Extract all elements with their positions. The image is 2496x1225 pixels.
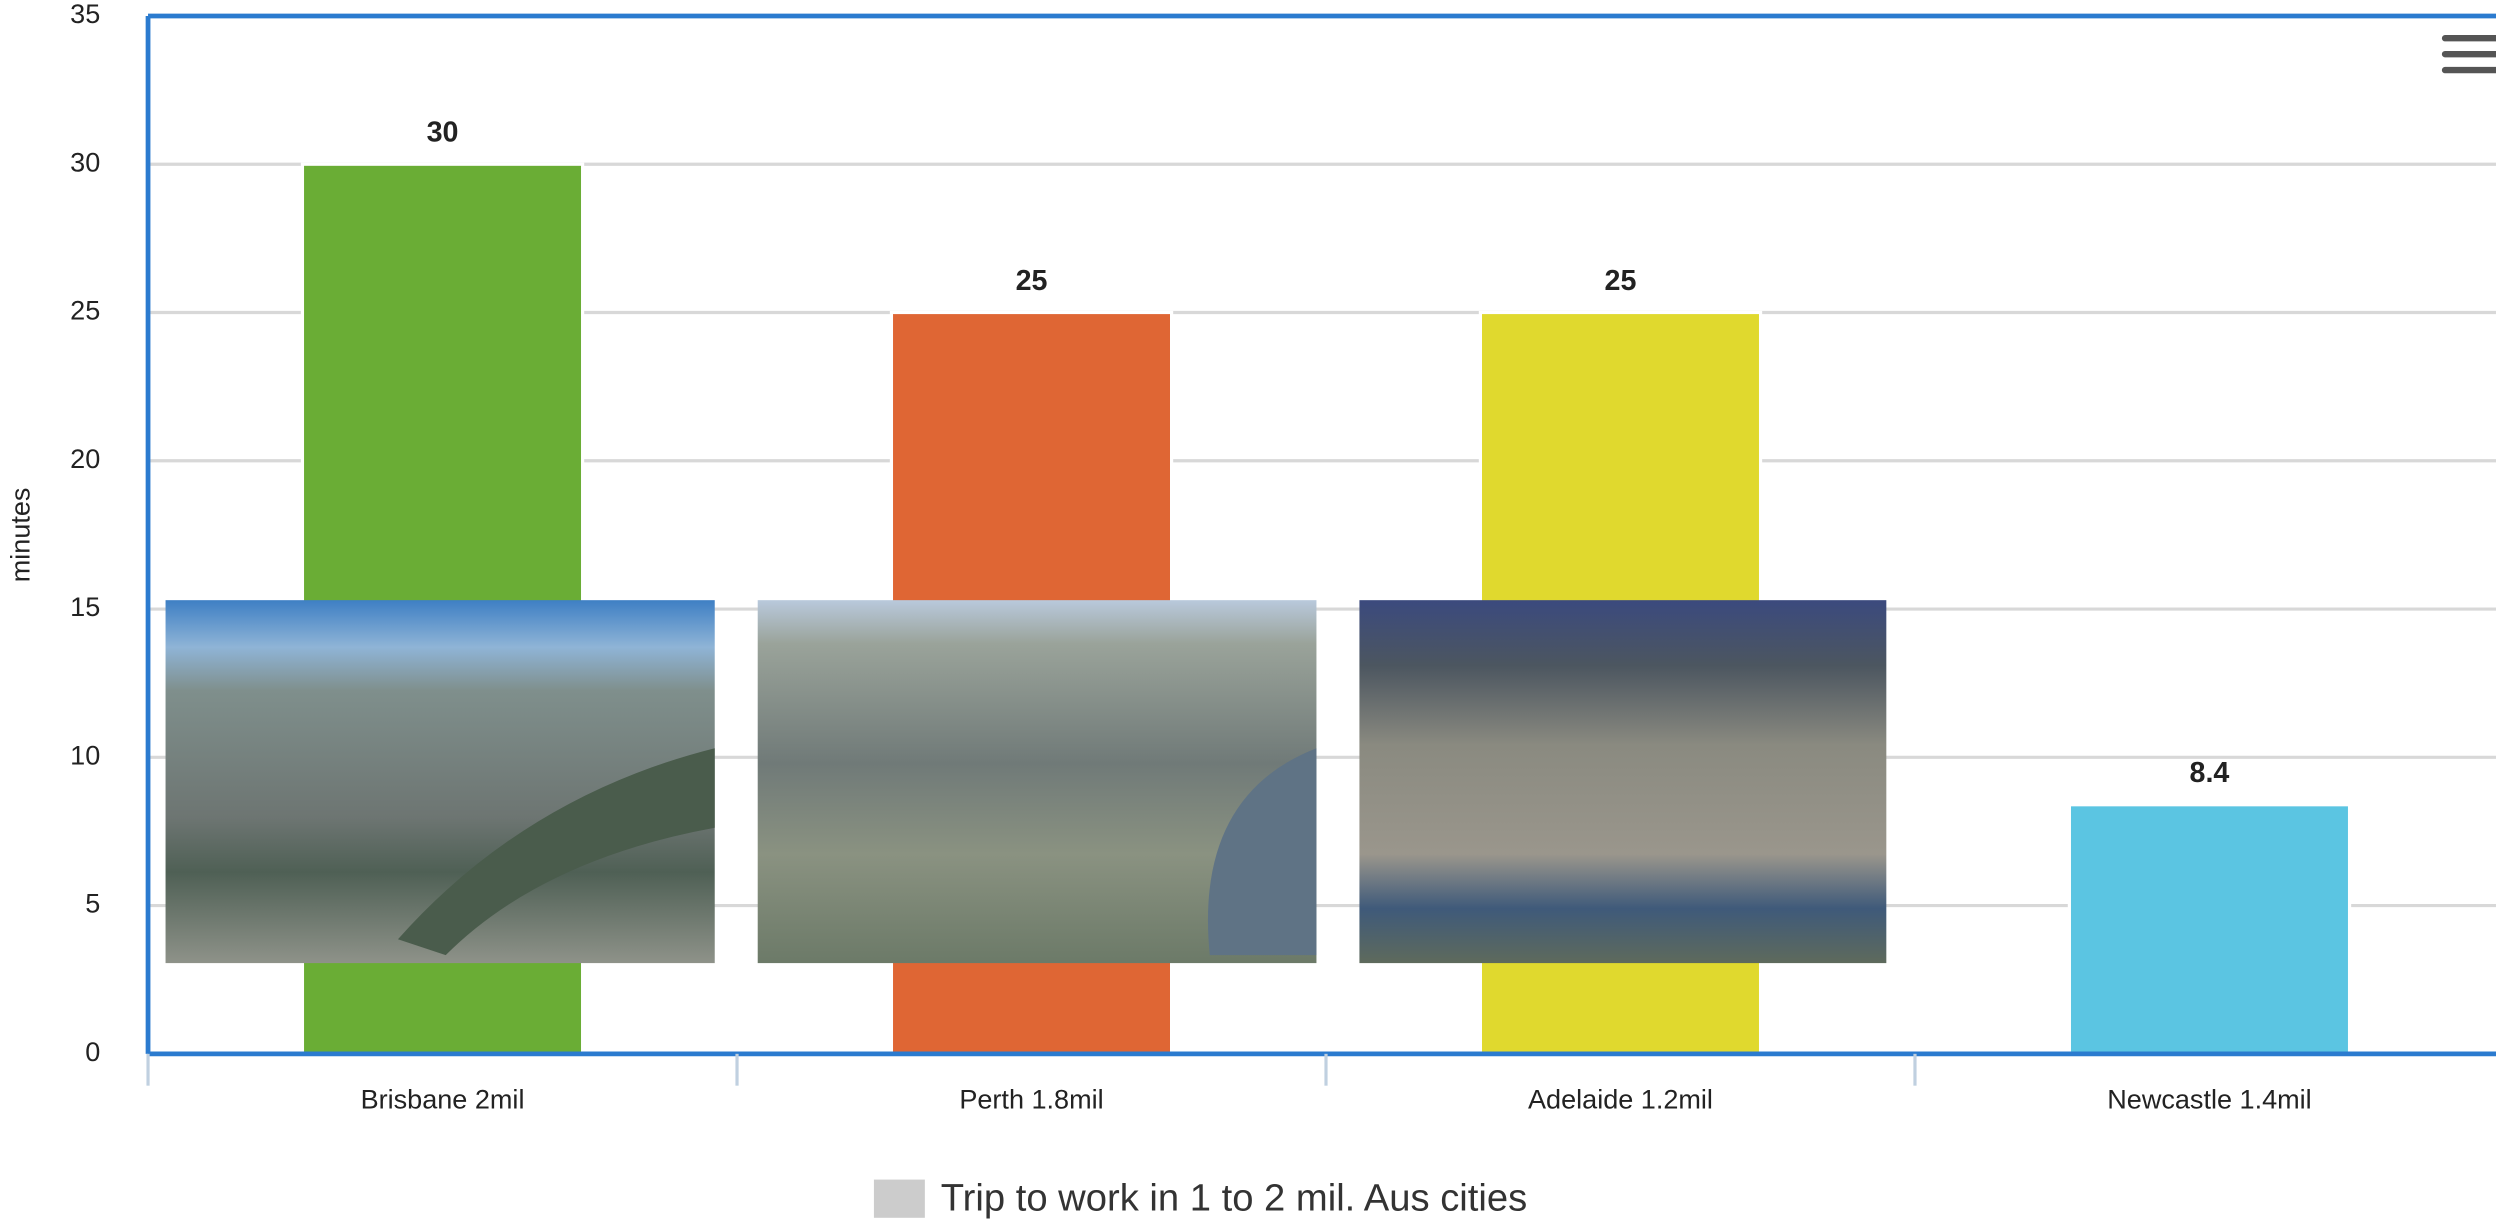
menu-line[interactable] [2441, 35, 2496, 42]
x-tick-label: Newcastle 1.4mil [2107, 1085, 2311, 1115]
menu-icon[interactable] [2441, 35, 2496, 74]
menu-line[interactable] [2441, 50, 2496, 58]
y-tick-label: 25 [70, 296, 100, 326]
x-tick-label: Brisbane 2mil [361, 1085, 525, 1115]
y-tick-label: 0 [85, 1037, 100, 1067]
y-tick-label: 20 [70, 444, 100, 474]
y-tick-label: 35 [70, 0, 100, 29]
city-photo [1359, 600, 1887, 964]
bar [2067, 803, 2352, 1056]
river [397, 748, 715, 956]
photos [165, 600, 1887, 964]
data-label: 25 [1605, 265, 1637, 297]
y-tick-label: 30 [70, 147, 100, 177]
y-tick-label: 15 [70, 592, 100, 622]
data-label: 8.4 [2190, 757, 2230, 789]
x-tick-label: Adelaide 1.2mil [1528, 1085, 1713, 1115]
axes: 0 5 10 15 20 25 30 35 Brisbane 2mil Perth 1.8mil A… [70, 0, 2496, 1115]
data-label: 25 [1016, 265, 1048, 297]
legend-swatch [873, 1179, 925, 1218]
data-label: 30 [427, 117, 459, 149]
x-tick-label: Perth 1.8mil [959, 1085, 1103, 1115]
y-tick-label: 10 [70, 740, 100, 770]
y-tick-label: 5 [85, 889, 100, 919]
river [1207, 748, 1317, 956]
y-axis-label: minutes [5, 488, 35, 583]
menu-line[interactable] [2441, 66, 2496, 74]
legend-label: Trip to work in 1 to 2 mil. Aus cities [941, 1176, 1527, 1219]
